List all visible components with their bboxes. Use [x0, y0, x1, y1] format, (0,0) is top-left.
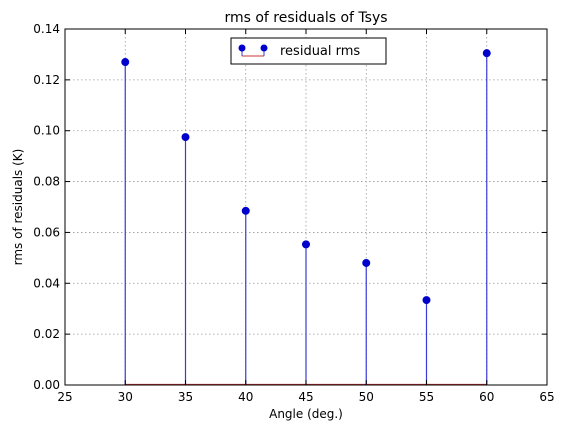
y-tick-label: 0.10 [33, 124, 60, 138]
data-point-marker [362, 258, 371, 267]
x-tick-label: 30 [118, 390, 133, 404]
y-tick-label: 0.02 [33, 327, 60, 341]
x-tick-label: 65 [539, 390, 554, 404]
data-point-marker [422, 296, 431, 305]
markers [121, 49, 491, 305]
y-tick-label: 0.06 [33, 225, 60, 239]
data-point-marker [302, 240, 310, 249]
y-axis-ticks: 0.00 0.02 0.04 0.06 0.08 0.10 0.12 0.14 [33, 22, 547, 392]
y-tick-label: 0.08 [33, 175, 60, 189]
legend-box [230, 37, 387, 65]
chart-title: rms of residuals of Tsys [224, 10, 387, 26]
y-tick-label: 0.12 [33, 73, 60, 87]
legend: residual rms [230, 37, 387, 65]
x-axis-ticks: 25 30 35 40 45 50 55 60 65 [57, 29, 555, 404]
legend-marker-swatch [260, 44, 268, 52]
x-tick-label: 35 [178, 390, 193, 404]
data-point-marker [121, 58, 130, 67]
x-tick-label: 55 [419, 390, 434, 404]
y-tick-label: 0.04 [33, 276, 60, 290]
x-tick-label: 45 [298, 390, 313, 404]
x-tick-label: 50 [359, 390, 374, 404]
y-tick-label: 0.14 [33, 22, 60, 36]
x-tick-label: 60 [479, 390, 494, 404]
y-tick-label: 0.00 [33, 378, 60, 392]
y-axis-label: rms of residuals (K) [11, 149, 25, 266]
x-tick-label: 40 [238, 390, 253, 404]
data-point-marker [241, 206, 250, 215]
x-axis-label: Angle (deg.) [269, 407, 343, 421]
legend-label: residual rms [280, 44, 360, 59]
legend-marker-swatch [238, 44, 246, 52]
x-tick-label: 25 [57, 390, 72, 404]
data-point-marker [482, 49, 491, 58]
data-point-marker [181, 133, 190, 142]
